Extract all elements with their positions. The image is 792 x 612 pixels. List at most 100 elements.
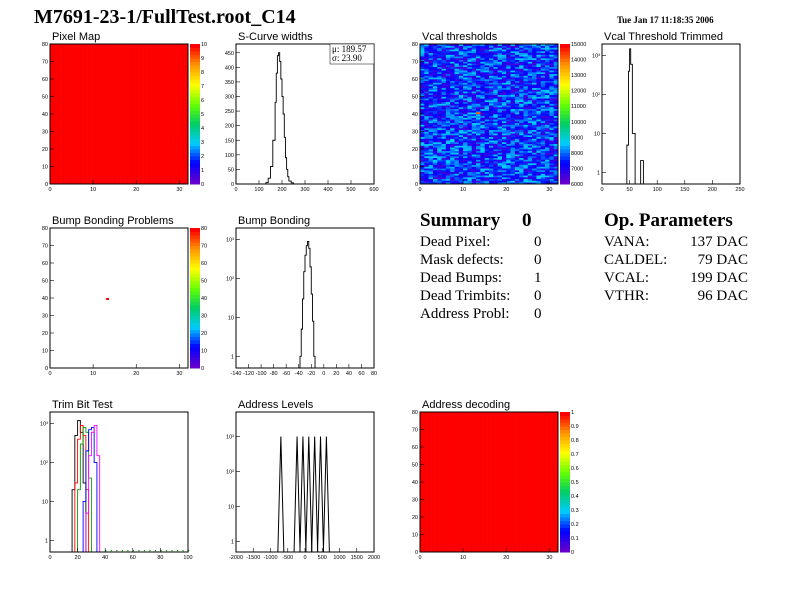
heatmap-cell [476, 157, 481, 160]
heatmap-cell [536, 63, 542, 66]
op-parameter-value: 137 DAC [690, 234, 748, 250]
heatmap-cell [489, 154, 494, 157]
heatmap-cell [467, 93, 473, 96]
heatmap-cell [519, 170, 524, 173]
heatmap-cell [420, 161, 425, 164]
heatmap-cell [458, 58, 464, 61]
heatmap-cell [536, 156, 542, 159]
heatmap-cell [445, 45, 451, 48]
heatmap-cell [420, 124, 425, 127]
heatmap-cell [527, 161, 533, 164]
heatmap-cell [536, 126, 542, 129]
heatmap-cell [523, 72, 529, 75]
heatmap-cell [420, 180, 425, 183]
heatmap-cell [506, 168, 511, 171]
heatmap-cell [501, 101, 507, 104]
heatmap-cell [437, 128, 442, 131]
series-line [80, 427, 98, 553]
heatmap-cell [484, 51, 490, 54]
panel-title: Pixel Map [52, 31, 100, 43]
heatmap-cell [467, 72, 473, 75]
heatmap-cell [510, 101, 516, 104]
heatmap-cell [549, 59, 554, 62]
heatmap-cell [493, 142, 498, 145]
heatmap-cell [514, 63, 520, 66]
heatmap-cell [476, 84, 481, 87]
heatmap-cell [545, 140, 550, 143]
heatmap-cell [454, 175, 460, 178]
heatmap-cell [523, 159, 529, 162]
heatmap-cell [523, 171, 529, 174]
heatmap-cell [454, 166, 460, 169]
heatmap-cell [514, 164, 520, 167]
heatmap-cell [532, 59, 537, 62]
heatmap-cell [532, 117, 537, 120]
color-scale-segment [560, 107, 570, 111]
color-scale-label: 80 [201, 226, 207, 232]
heatmap-cell [424, 163, 429, 166]
heatmap-cell [424, 49, 429, 52]
heatmap-cell [514, 131, 520, 134]
heatmap-cell [437, 89, 442, 92]
heatmap-cell [463, 178, 468, 181]
heatmap-cell [506, 75, 511, 78]
color-scale-label: 8000 [571, 151, 583, 157]
heatmap-cell [484, 105, 490, 108]
heatmap-cell [493, 105, 498, 108]
heatmap-cell [437, 107, 442, 110]
heatmap-cell [450, 101, 455, 104]
color-scale-label: 15000 [571, 42, 586, 48]
heatmap-cell [471, 103, 477, 106]
heatmap-cell [437, 157, 442, 160]
heatmap-cell [437, 164, 442, 167]
heatmap-cell [519, 171, 524, 174]
heatmap-cell [463, 124, 468, 127]
heatmap-cell [489, 138, 494, 141]
heatmap-cell [424, 93, 429, 96]
heatmap-cell [458, 98, 464, 101]
color-scale-segment [190, 177, 200, 181]
heatmap-cell [493, 168, 498, 171]
heatmap-cell [553, 156, 559, 159]
heatmap-cell [506, 103, 511, 106]
heatmap-cell [527, 140, 533, 143]
heatmap-cell [437, 131, 442, 134]
heatmap-cell [497, 182, 503, 185]
heatmap-cell [471, 171, 477, 174]
heatmap-cell [493, 68, 498, 71]
heatmap-cell [484, 163, 490, 166]
heatmap-cell [480, 145, 485, 148]
heatmap-cell [450, 112, 455, 115]
heatmap-cell [445, 107, 451, 110]
heatmap-cell [420, 79, 425, 82]
heatmap-cell [510, 136, 516, 139]
heatmap-cell [420, 150, 425, 153]
heatmap-cell [480, 149, 485, 152]
heatmap-cell [510, 121, 516, 124]
heatmap-cell [428, 135, 434, 138]
heatmap-cell [523, 161, 529, 164]
heatmap-cell [536, 84, 542, 87]
heatmap-cell [480, 175, 485, 178]
heatmap-cell [471, 157, 477, 160]
heatmap-cell [463, 44, 468, 47]
y-tick-label: 40 [412, 480, 418, 486]
heatmap-cell [480, 143, 485, 146]
heatmap-cell [506, 114, 511, 117]
heatmap-cell [432, 105, 438, 108]
heatmap-cell [510, 91, 516, 94]
heatmap-cell [514, 149, 520, 152]
heatmap-cell [467, 52, 473, 55]
heatmap-cell [484, 150, 490, 153]
heatmap-cell [454, 91, 460, 94]
heatmap-cell [458, 108, 464, 111]
heatmap-cell [553, 61, 559, 64]
heatmap-cell [545, 61, 550, 64]
heatmap-cell [523, 56, 529, 59]
color-scale-segment [190, 340, 200, 344]
heatmap-cell [420, 75, 425, 78]
heatmap-cell [454, 72, 460, 75]
heatmap-cell [476, 73, 481, 76]
heatmap-cell [493, 101, 498, 104]
heatmap-cell [467, 103, 473, 106]
